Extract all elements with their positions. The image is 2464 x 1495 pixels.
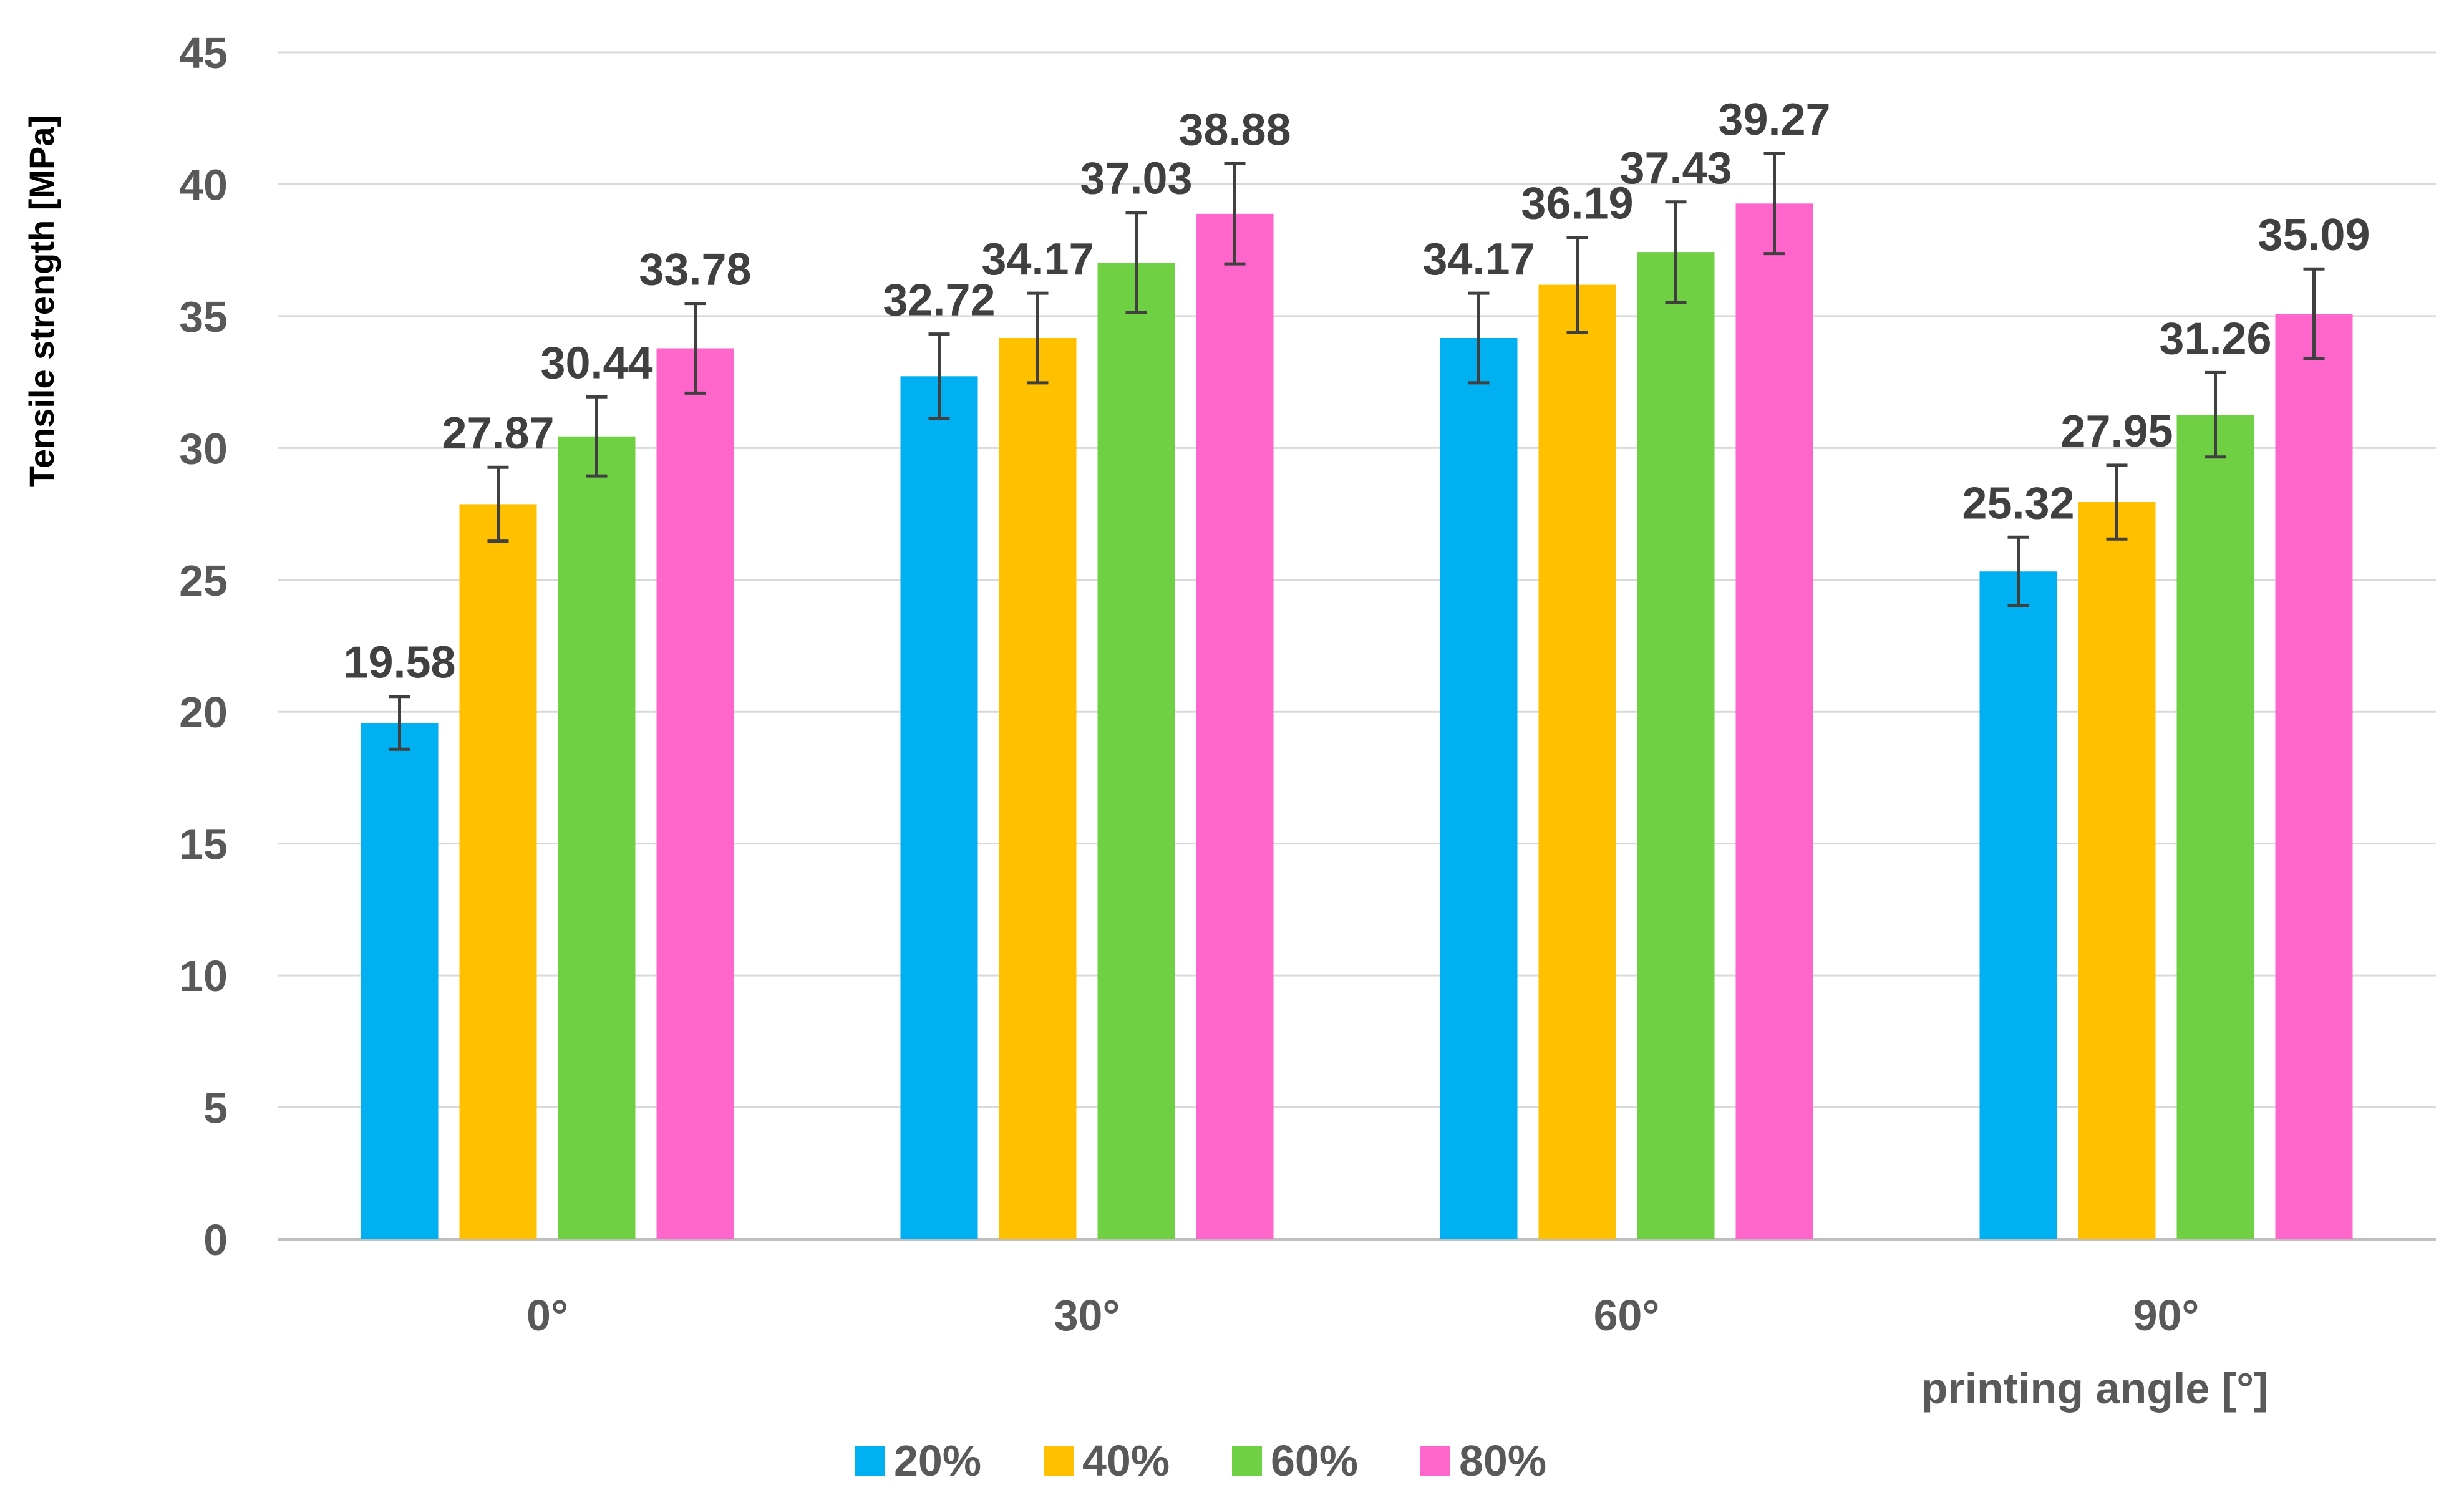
y-tick-label: 20 <box>179 688 228 737</box>
data-label: 25.32 <box>1962 478 2074 528</box>
legend-swatch <box>855 1446 885 1476</box>
bar <box>656 348 734 1239</box>
bars <box>361 203 2353 1240</box>
bar <box>999 337 1077 1239</box>
bar <box>1097 263 1175 1239</box>
x-axis-title: printing angle [°] <box>1921 1364 2269 1413</box>
legend-label: 60% <box>1271 1436 1358 1485</box>
data-label: 34.17 <box>981 235 1094 284</box>
x-tick-label: 60° <box>1594 1291 1660 1340</box>
y-tick-label: 25 <box>179 556 228 605</box>
legend-label: 40% <box>1082 1436 1170 1485</box>
legend-label: 20% <box>894 1436 981 1485</box>
bar <box>2275 314 2353 1239</box>
y-tick-label: 0 <box>203 1216 228 1264</box>
error-bars <box>389 152 2325 751</box>
data-label: 39.27 <box>1718 95 1830 145</box>
data-labels: 19.5827.8730.4433.7832.7234.1737.0338.88… <box>343 95 2370 688</box>
data-label: 35.09 <box>2258 210 2370 260</box>
y-tick-label: 5 <box>203 1084 228 1133</box>
bar <box>459 504 537 1239</box>
data-label: 27.95 <box>2060 407 2173 457</box>
bar <box>1538 284 1616 1239</box>
bar <box>1637 252 1715 1239</box>
legend-label: 80% <box>1459 1436 1546 1485</box>
data-label: 27.87 <box>442 409 554 458</box>
data-label: 31.26 <box>2159 314 2271 364</box>
y-tick-label: 35 <box>179 293 228 341</box>
bar <box>2078 502 2156 1239</box>
data-label: 32.72 <box>883 276 995 326</box>
bar <box>558 436 636 1239</box>
legend-swatch <box>1420 1446 1450 1476</box>
data-label: 34.17 <box>1422 235 1535 284</box>
bar <box>2176 415 2254 1239</box>
y-tick-label: 40 <box>179 160 228 209</box>
legend: 20% 40% 60% 80% <box>855 1436 1546 1485</box>
y-tick-label: 45 <box>179 29 228 77</box>
bar <box>361 722 439 1239</box>
y-tick-labels: 0 5 10 15 20 25 30 35 40 45 <box>179 29 228 1264</box>
x-tick-label: 30° <box>1054 1291 1120 1340</box>
data-label: 33.78 <box>639 245 751 295</box>
data-label: 19.58 <box>343 638 455 688</box>
data-label: 37.03 <box>1080 154 1192 204</box>
data-label: 36.19 <box>1521 178 1633 228</box>
y-tick-label: 30 <box>179 424 228 473</box>
data-label: 30.44 <box>540 338 652 388</box>
gridlines <box>278 51 2436 1241</box>
legend-swatch <box>1232 1446 1262 1476</box>
bar <box>1735 203 1813 1240</box>
y-axis-title: Tensile strength [MPa] <box>22 115 61 487</box>
y-tick-label: 15 <box>179 820 228 869</box>
bar <box>900 376 978 1239</box>
legend-swatch <box>1044 1446 1074 1476</box>
data-label: 37.43 <box>1619 143 1732 193</box>
x-tick-label: 0° <box>526 1291 568 1340</box>
data-label: 38.88 <box>1178 105 1291 155</box>
bar <box>1440 337 1518 1239</box>
x-tick-label: 90° <box>2133 1291 2200 1340</box>
bar <box>1196 213 1274 1240</box>
x-tick-labels: 0° 30° 60° 90° <box>526 1291 2199 1340</box>
y-tick-label: 10 <box>179 952 228 1000</box>
bar <box>1979 571 2057 1239</box>
